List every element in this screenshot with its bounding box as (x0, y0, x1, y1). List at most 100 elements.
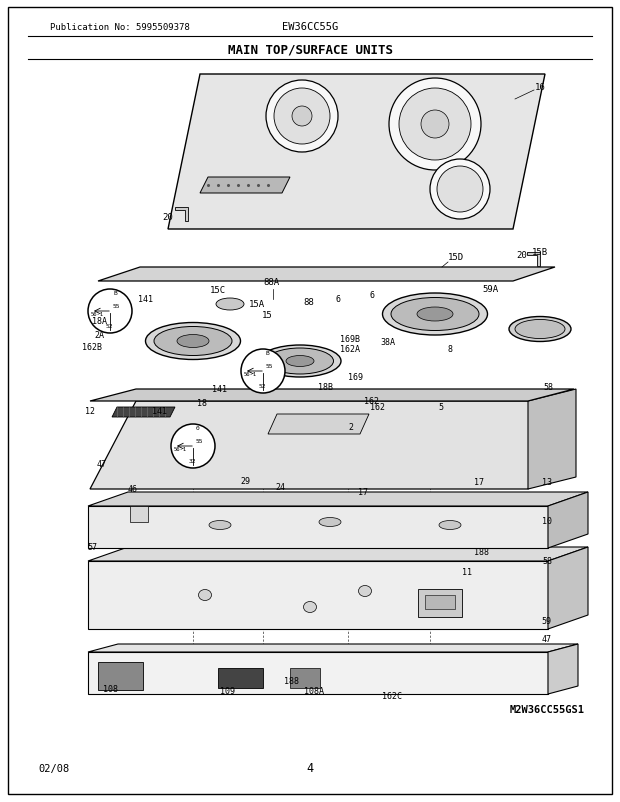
Text: 56-1: 56-1 (174, 447, 187, 452)
Text: 58: 58 (542, 557, 552, 565)
Polygon shape (88, 492, 588, 506)
Text: 55: 55 (266, 363, 273, 369)
Polygon shape (88, 506, 548, 549)
Text: Publication No: 5995509378: Publication No: 5995509378 (50, 22, 190, 31)
Text: 2: 2 (348, 423, 353, 432)
Text: 29: 29 (240, 477, 250, 486)
Text: 12: 12 (85, 407, 95, 416)
Text: 11: 11 (462, 568, 472, 577)
Text: 16: 16 (535, 83, 546, 92)
Circle shape (241, 350, 285, 394)
Circle shape (88, 290, 132, 334)
Polygon shape (88, 652, 548, 695)
Circle shape (389, 79, 481, 171)
Text: 52: 52 (106, 323, 113, 329)
Text: 169: 169 (348, 373, 363, 382)
Text: MAIN TOP/SURFACE UNITS: MAIN TOP/SURFACE UNITS (228, 43, 392, 56)
Polygon shape (527, 253, 540, 267)
Text: EW36CC55G: EW36CC55G (282, 22, 338, 32)
Polygon shape (548, 547, 588, 630)
Polygon shape (548, 644, 578, 695)
Ellipse shape (417, 308, 453, 322)
Text: 15C: 15C (210, 286, 226, 294)
Text: 2A: 2A (94, 331, 104, 340)
Text: 38A: 38A (380, 338, 395, 347)
Polygon shape (88, 561, 548, 630)
Ellipse shape (391, 298, 479, 331)
Text: 56-1: 56-1 (91, 312, 104, 317)
Text: 108: 108 (103, 685, 118, 694)
Polygon shape (200, 178, 290, 194)
Text: 58: 58 (543, 383, 553, 392)
Ellipse shape (146, 323, 241, 360)
Text: 46: 46 (128, 485, 138, 494)
Text: 141: 141 (212, 385, 227, 394)
Polygon shape (112, 407, 175, 418)
Ellipse shape (267, 349, 334, 375)
Text: B: B (266, 350, 270, 355)
Polygon shape (90, 402, 574, 489)
Polygon shape (88, 547, 588, 561)
Text: 141: 141 (138, 295, 153, 304)
Text: 169B: 169B (340, 335, 360, 344)
Text: 108A: 108A (304, 687, 324, 695)
Circle shape (266, 81, 338, 153)
Ellipse shape (209, 520, 231, 530)
Text: 18A: 18A (92, 317, 107, 326)
Circle shape (171, 424, 215, 468)
Text: 57: 57 (87, 543, 97, 552)
Text: 13: 13 (542, 478, 552, 487)
Polygon shape (175, 208, 188, 221)
Text: 47: 47 (97, 460, 107, 469)
Ellipse shape (286, 356, 314, 367)
Polygon shape (425, 595, 455, 610)
Text: 47: 47 (542, 634, 552, 644)
Text: 141: 141 (152, 407, 167, 416)
Text: 10: 10 (542, 516, 552, 526)
Polygon shape (130, 506, 148, 522)
Ellipse shape (509, 317, 571, 342)
Text: 17: 17 (358, 488, 368, 497)
Text: 162A: 162A (340, 345, 360, 354)
Circle shape (274, 89, 330, 145)
Ellipse shape (259, 346, 341, 378)
Text: 15B: 15B (532, 248, 548, 257)
Text: 15A: 15A (249, 300, 265, 309)
Text: 18: 18 (197, 399, 207, 408)
Ellipse shape (177, 335, 209, 348)
Text: 8: 8 (447, 345, 452, 354)
Text: 88: 88 (303, 298, 314, 306)
Polygon shape (548, 492, 588, 549)
Polygon shape (98, 268, 555, 282)
Polygon shape (268, 415, 369, 435)
Polygon shape (98, 662, 143, 691)
Text: B: B (113, 290, 117, 296)
Text: 4: 4 (306, 761, 314, 774)
Text: 59: 59 (541, 617, 551, 626)
Text: 55: 55 (113, 304, 120, 309)
Ellipse shape (515, 320, 565, 339)
Polygon shape (90, 390, 574, 402)
Text: 24: 24 (275, 483, 285, 492)
Text: 52: 52 (259, 383, 267, 388)
Text: 17: 17 (474, 478, 484, 487)
Ellipse shape (304, 602, 316, 613)
Polygon shape (88, 644, 578, 652)
Text: 18B: 18B (318, 383, 333, 392)
Text: M2W36CC55GS1: M2W36CC55GS1 (510, 704, 585, 714)
Text: 20: 20 (516, 251, 527, 260)
Polygon shape (528, 390, 576, 489)
Ellipse shape (383, 294, 487, 335)
Ellipse shape (358, 585, 371, 597)
Polygon shape (218, 668, 263, 688)
Text: 162: 162 (370, 403, 385, 412)
Text: 188: 188 (474, 548, 489, 557)
Text: 20: 20 (162, 213, 173, 221)
Text: 162B: 162B (82, 343, 102, 352)
Circle shape (437, 167, 483, 213)
Circle shape (421, 111, 449, 139)
Text: 5: 5 (438, 403, 443, 412)
Ellipse shape (439, 520, 461, 530)
Text: 6: 6 (335, 295, 340, 304)
Text: 188: 188 (284, 677, 299, 686)
